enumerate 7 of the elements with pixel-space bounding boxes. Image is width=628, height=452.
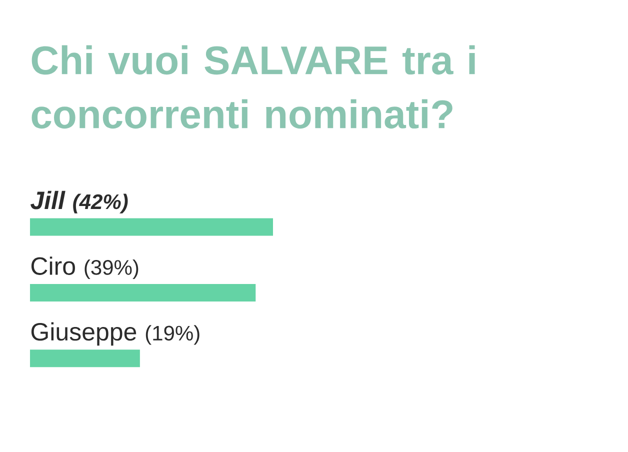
y-tick-label: Giuseppe: [31, 322, 136, 346]
y-tick-label: Ciro: [31, 256, 75, 275]
chart-title: Chi vuoi SALVARE tra i concorrenti nominati?: [32, 45, 475, 129]
data-label: (19%): [146, 325, 200, 345]
data-label: (42%): [73, 194, 128, 214]
data-label: (39%): [84, 259, 138, 280]
y-tick-label: Jill: [30, 190, 66, 210]
